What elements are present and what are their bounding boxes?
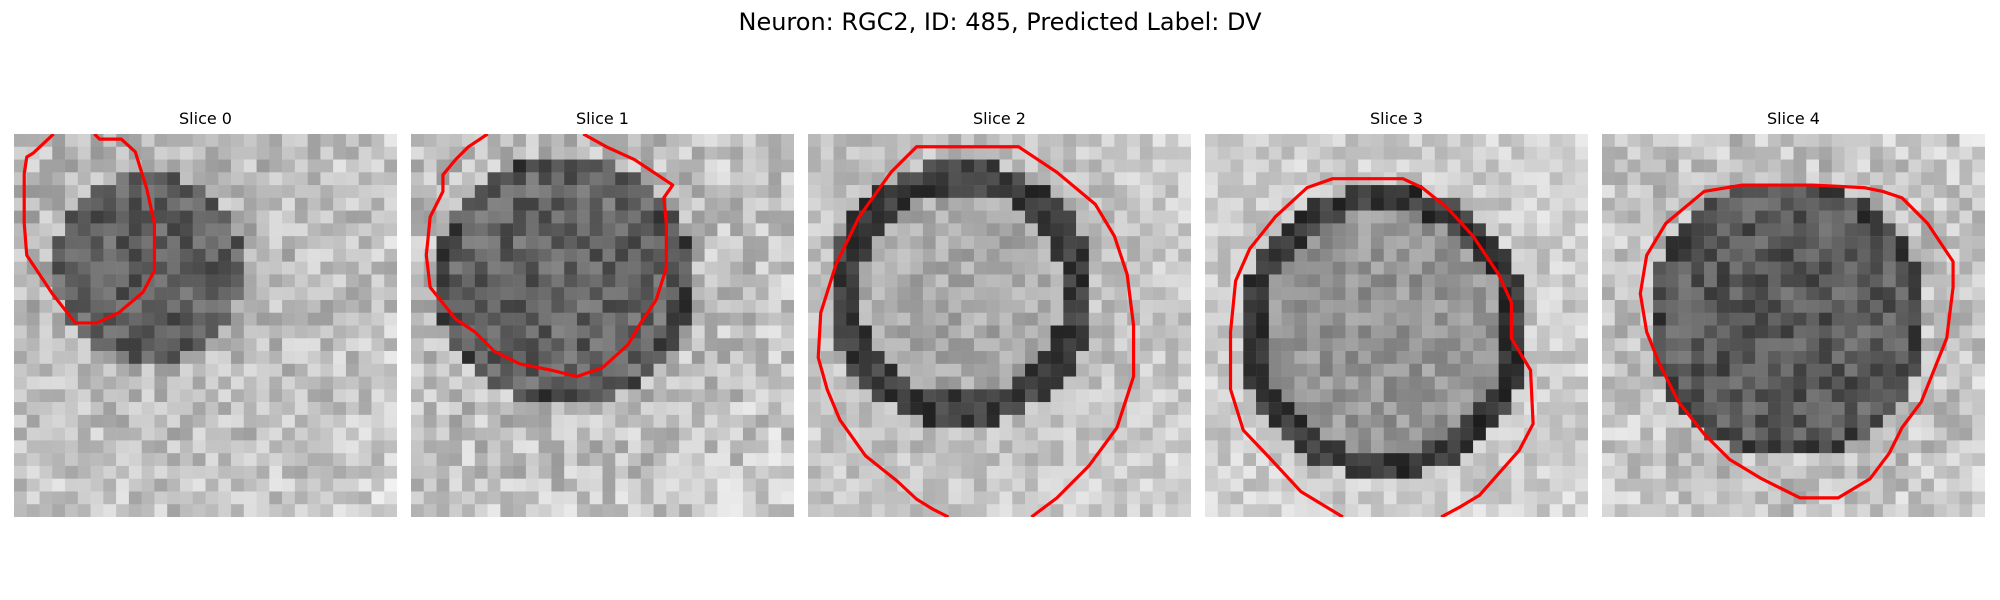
slice-panel-0: Slice 0 [14, 108, 397, 517]
slice-panel-1: Slice 1 [411, 108, 794, 517]
cell-contour [816, 145, 1136, 517]
slice-panel-3: Slice 3 [1205, 108, 1588, 517]
cell-contour [1638, 183, 1955, 500]
cell-contour [1228, 177, 1535, 517]
slice-title: Slice 0 [179, 109, 232, 128]
cell-contour [22, 134, 157, 325]
slice-image [1205, 134, 1588, 517]
slice-panel-2: Slice 2 [808, 108, 1191, 517]
slice-title: Slice 4 [1767, 109, 1820, 128]
slice-image [14, 134, 397, 517]
figure-title: Neuron: RGC2, ID: 485, Predicted Label: … [738, 8, 1262, 36]
cell-contour [424, 134, 675, 379]
slice-panel-4: Slice 4 [1602, 108, 1985, 517]
slice-image [411, 134, 794, 517]
slice-title: Slice 3 [1370, 109, 1423, 128]
slice-image [1602, 134, 1985, 517]
slice-title: Slice 1 [576, 109, 629, 128]
slice-image [808, 134, 1191, 517]
slice-title: Slice 2 [973, 109, 1026, 128]
